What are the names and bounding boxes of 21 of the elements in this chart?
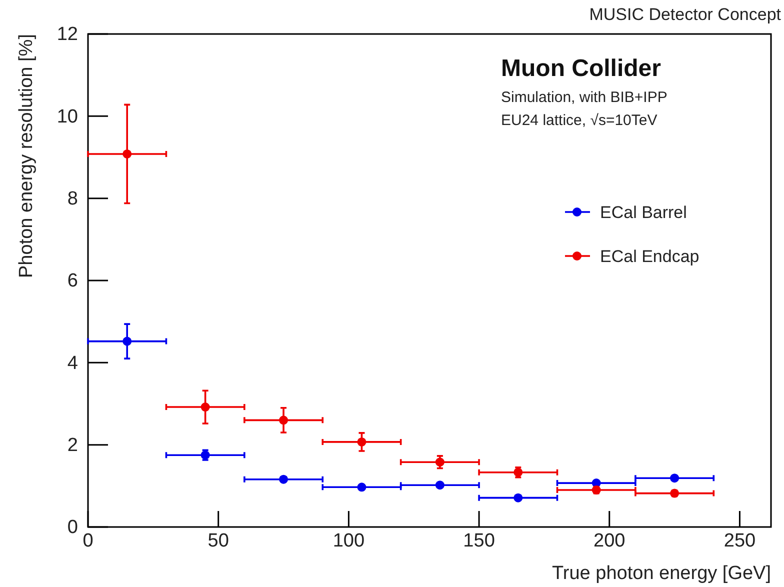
text: MUSIC Detector Concept <box>589 5 782 24</box>
y-tick-label: 10 <box>56 106 78 128</box>
x-tick-label: 50 <box>208 530 229 552</box>
legend-label: ECal Endcap <box>600 247 700 266</box>
annotation: EU24 lattice, √s=10TeV <box>501 112 658 129</box>
x-axis-title: True photon energy [GeV] <box>552 563 771 584</box>
y-tick-label: 8 <box>67 188 78 210</box>
y-tick-label: 2 <box>67 434 78 456</box>
x-tick-label: 0 <box>82 530 94 552</box>
x-tick-label: 150 <box>463 530 495 552</box>
text: Muon Collider <box>501 55 661 82</box>
x-tick-label: 200 <box>594 530 626 552</box>
y-tick-label: 12 <box>56 24 78 46</box>
y-axis-title: Photon energy resolution [%] <box>16 34 37 278</box>
legend-label: ECal Barrel <box>600 203 687 222</box>
y-tick-label: 4 <box>67 352 78 374</box>
x-tick-label: 100 <box>332 530 365 552</box>
x-tick-label: 250 <box>724 530 756 552</box>
y-tick-label: 0 <box>67 517 78 538</box>
y-tick-label: 6 <box>67 270 78 292</box>
text: Simulation, with BIB+IPP <box>501 89 668 106</box>
